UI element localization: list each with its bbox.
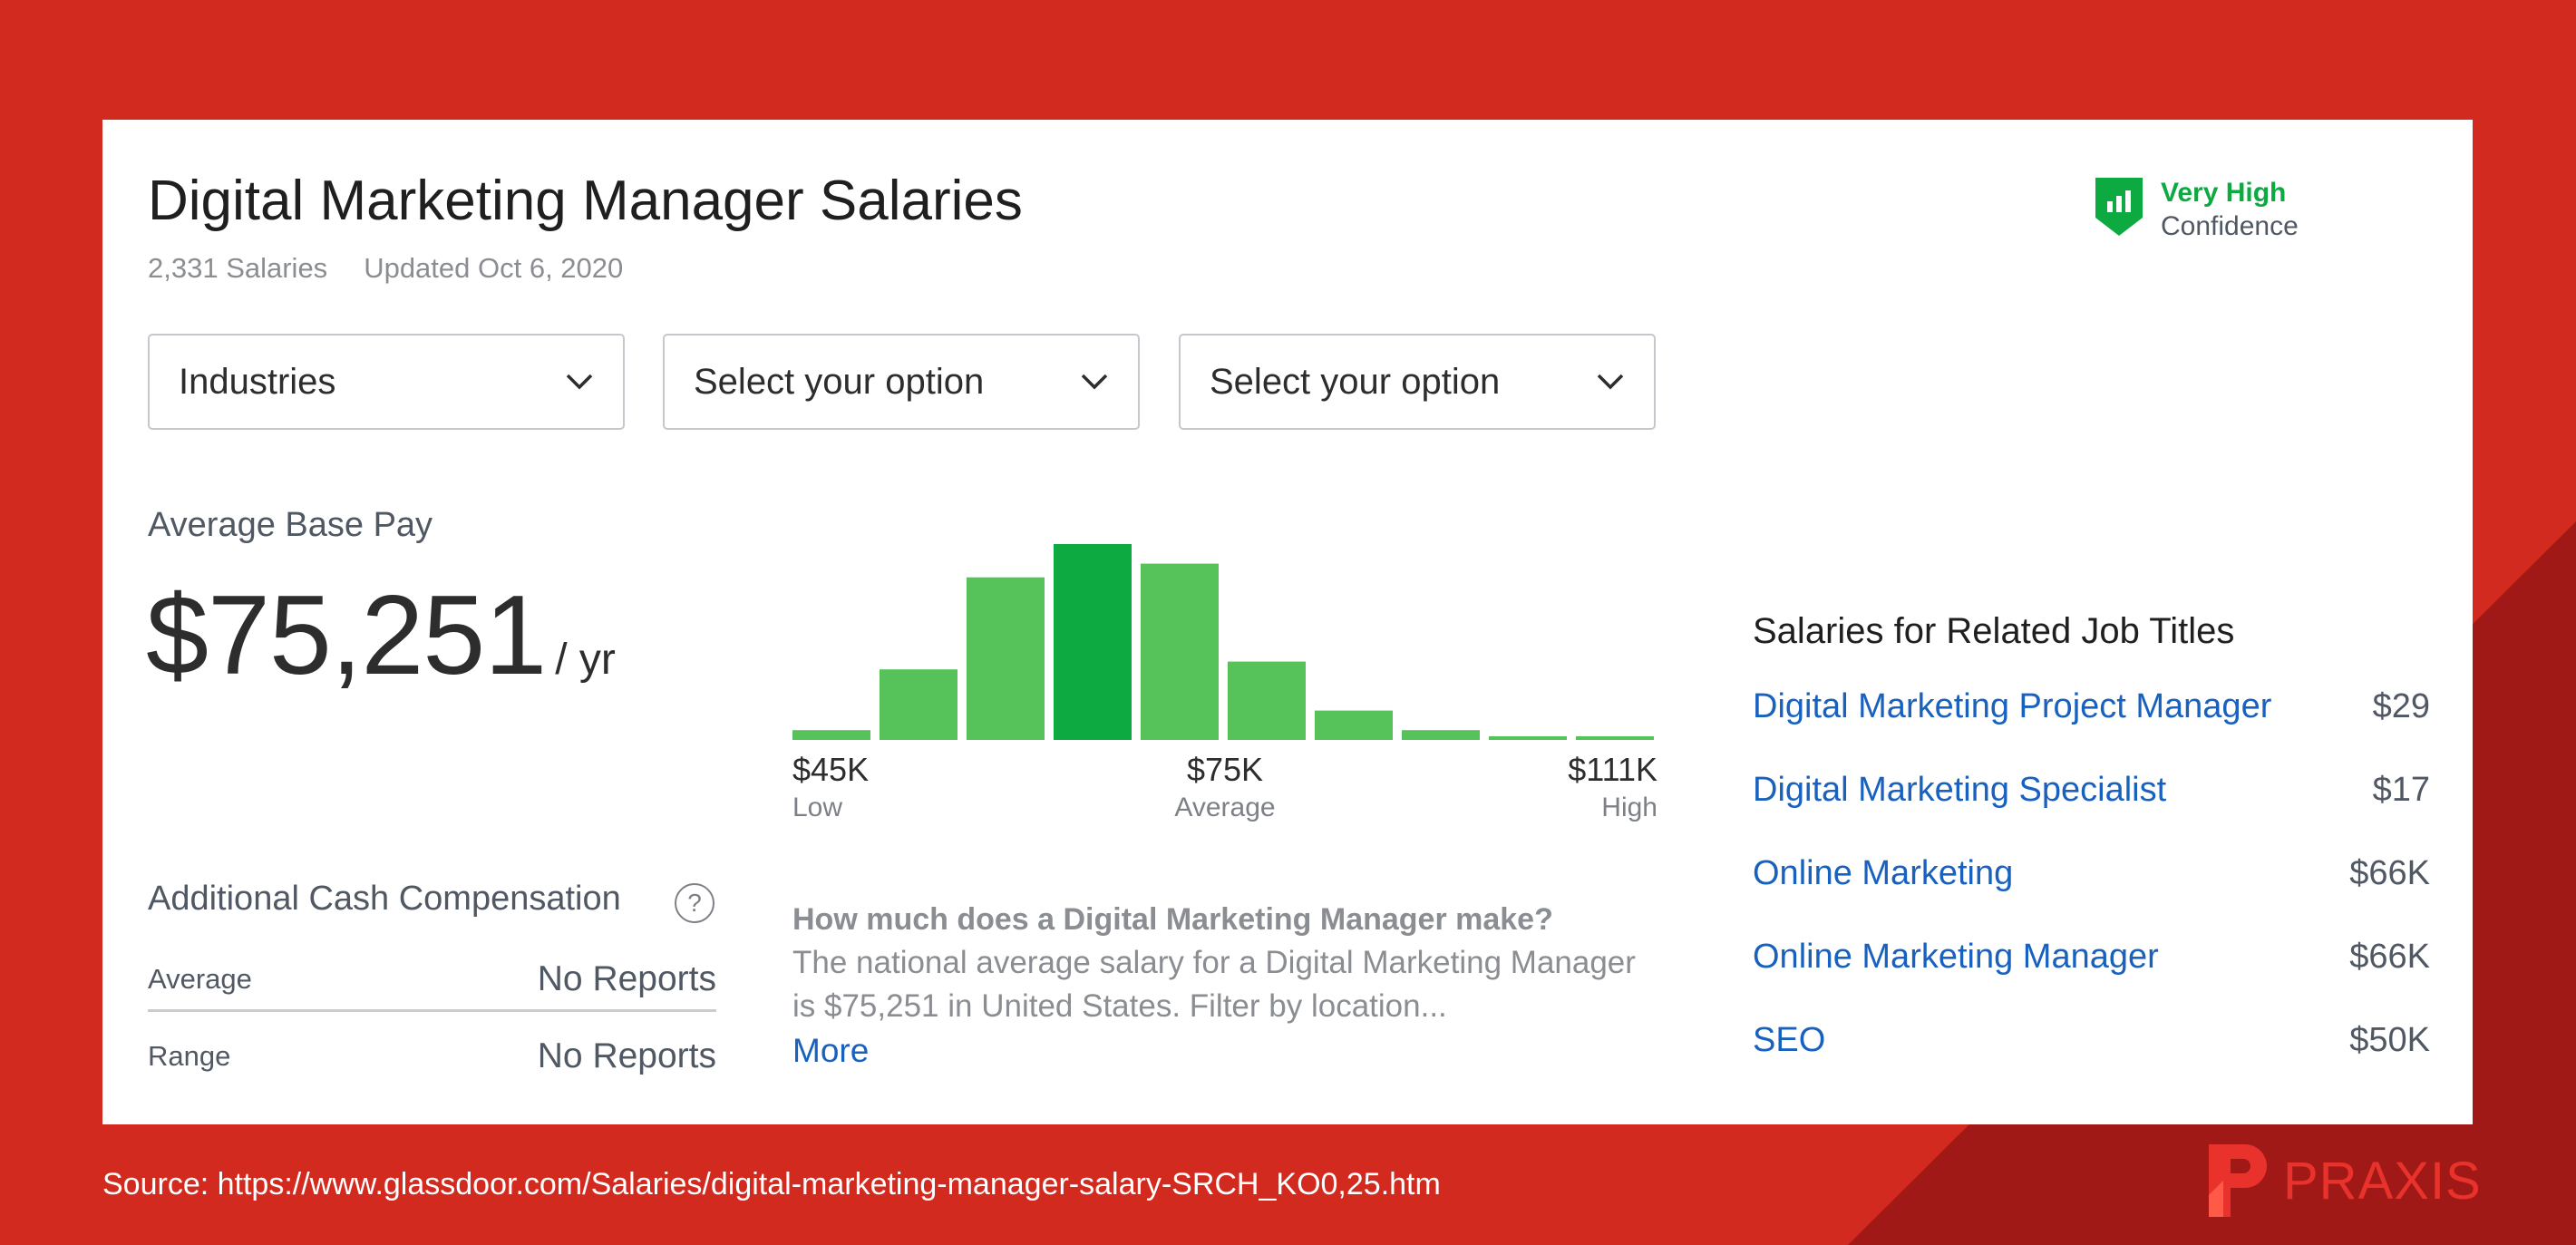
tick-average-value: $75K <box>1186 751 1264 788</box>
cash-row-key: Average <box>148 962 252 995</box>
pay-unit: / yr <box>555 636 616 684</box>
related-job-link[interactable]: Digital Marketing Specialist <box>1753 771 2167 809</box>
praxis-logo-icon <box>2209 1144 2267 1217</box>
source-citation: Source: https://www.glassdoor.com/Salari… <box>102 1167 1441 1201</box>
histogram-bar <box>1228 661 1306 740</box>
related-job-pay: $66K <box>2349 854 2430 892</box>
tick-high-label: High <box>1601 793 1657 822</box>
histogram-bar <box>1576 736 1654 740</box>
dropdown-label: Industries <box>179 361 336 402</box>
related-item: Digital Marketing Project Manager $29 <box>1753 687 2430 726</box>
histogram-bar <box>1489 736 1567 740</box>
chevron-down-icon <box>1081 374 1108 390</box>
histogram-axis: $45K Low $75K Average $111K High <box>792 751 1657 832</box>
tick-high-value: $111K <box>1568 751 1657 788</box>
help-icon[interactable]: ? <box>675 883 714 923</box>
related-job-link[interactable]: Digital Marketing Project Manager <box>1753 687 2272 725</box>
dropdown-label: Select your option <box>1210 361 1501 402</box>
confidence-level: Very High <box>2161 178 2287 208</box>
tick-average-label: Average <box>1174 793 1276 822</box>
related-job-pay: $50K <box>2349 1021 2430 1059</box>
histogram-bar <box>880 669 957 740</box>
related-item: Digital Marketing Specialist $17 <box>1753 771 2430 810</box>
histogram-bar <box>1054 544 1132 740</box>
related-job-link[interactable]: Online Marketing Manager <box>1753 938 2159 976</box>
industries-dropdown[interactable]: Industries <box>148 334 625 430</box>
confidence-label: Confidence <box>2161 211 2299 241</box>
salary-faq: How much does a Digital Marketing Manage… <box>792 898 1663 1074</box>
cash-row-key: Range <box>148 1040 231 1072</box>
tick-low-label: Low <box>792 793 843 822</box>
histogram-bar <box>1402 730 1480 740</box>
cash-compensation-title: Additional Cash Compensation <box>148 880 621 918</box>
histogram-bar <box>967 577 1045 740</box>
dropdown-label: Select your option <box>694 361 985 402</box>
related-item: Online Marketing $66K <box>1753 854 2430 893</box>
chevron-down-icon <box>1597 374 1624 390</box>
faq-question: How much does a Digital Marketing Manage… <box>792 902 1553 937</box>
salary-card: Digital Marketing Manager Salaries 2,331… <box>102 120 2473 1124</box>
related-job-link[interactable]: Online Marketing <box>1753 854 2014 892</box>
histogram-bar <box>1315 710 1393 740</box>
related-item: Online Marketing Manager $66K <box>1753 938 2430 977</box>
updated-date: Updated Oct 6, 2020 <box>364 252 624 284</box>
option-dropdown-3[interactable]: Select your option <box>1179 334 1656 430</box>
salary-meta: 2,331 Salaries Updated Oct 6, 2020 <box>148 252 623 285</box>
related-title: Salaries for Related Job Titles <box>1753 611 2235 651</box>
related-job-titles: Salaries for Related Job Titles Digital … <box>1753 611 2430 1059</box>
average-base-pay: $75,251/ yr <box>146 571 616 700</box>
average-base-pay-label: Average Base Pay <box>148 506 433 544</box>
related-job-pay: $66K <box>2349 938 2430 976</box>
histogram-bar <box>792 730 870 740</box>
average-pay-amount: $75,251 <box>146 573 547 698</box>
related-item: SEO $50K <box>1753 1021 2430 1060</box>
related-job-pay: $17 <box>2372 771 2430 809</box>
related-job-pay: $29 <box>2372 687 2430 725</box>
confidence-badge: Very High Confidence <box>2094 176 2299 243</box>
tick-low-value: $45K <box>792 751 870 788</box>
praxis-logo: PRAXIS <box>2205 1141 2482 1221</box>
cash-row-range: Range No Reports <box>148 1025 716 1088</box>
option-dropdown-2[interactable]: Select your option <box>663 334 1140 430</box>
histogram-bar <box>1141 563 1219 740</box>
chevron-down-icon <box>566 374 593 390</box>
faq-answer: The national average salary for a Digita… <box>792 945 1636 1024</box>
page-title: Digital Marketing Manager Salaries <box>148 170 1023 232</box>
salary-histogram <box>792 544 1654 740</box>
salary-count: 2,331 Salaries <box>148 252 328 284</box>
praxis-brand: PRAXIS <box>2283 1151 2482 1211</box>
related-job-link[interactable]: SEO <box>1753 1021 1826 1059</box>
cash-row-value: No Reports <box>537 958 716 998</box>
bar-chart-shield-icon <box>2095 178 2143 236</box>
cash-row-average: Average No Reports <box>148 948 716 1012</box>
more-link[interactable]: More <box>792 1032 870 1069</box>
cash-row-value: No Reports <box>537 1036 716 1075</box>
